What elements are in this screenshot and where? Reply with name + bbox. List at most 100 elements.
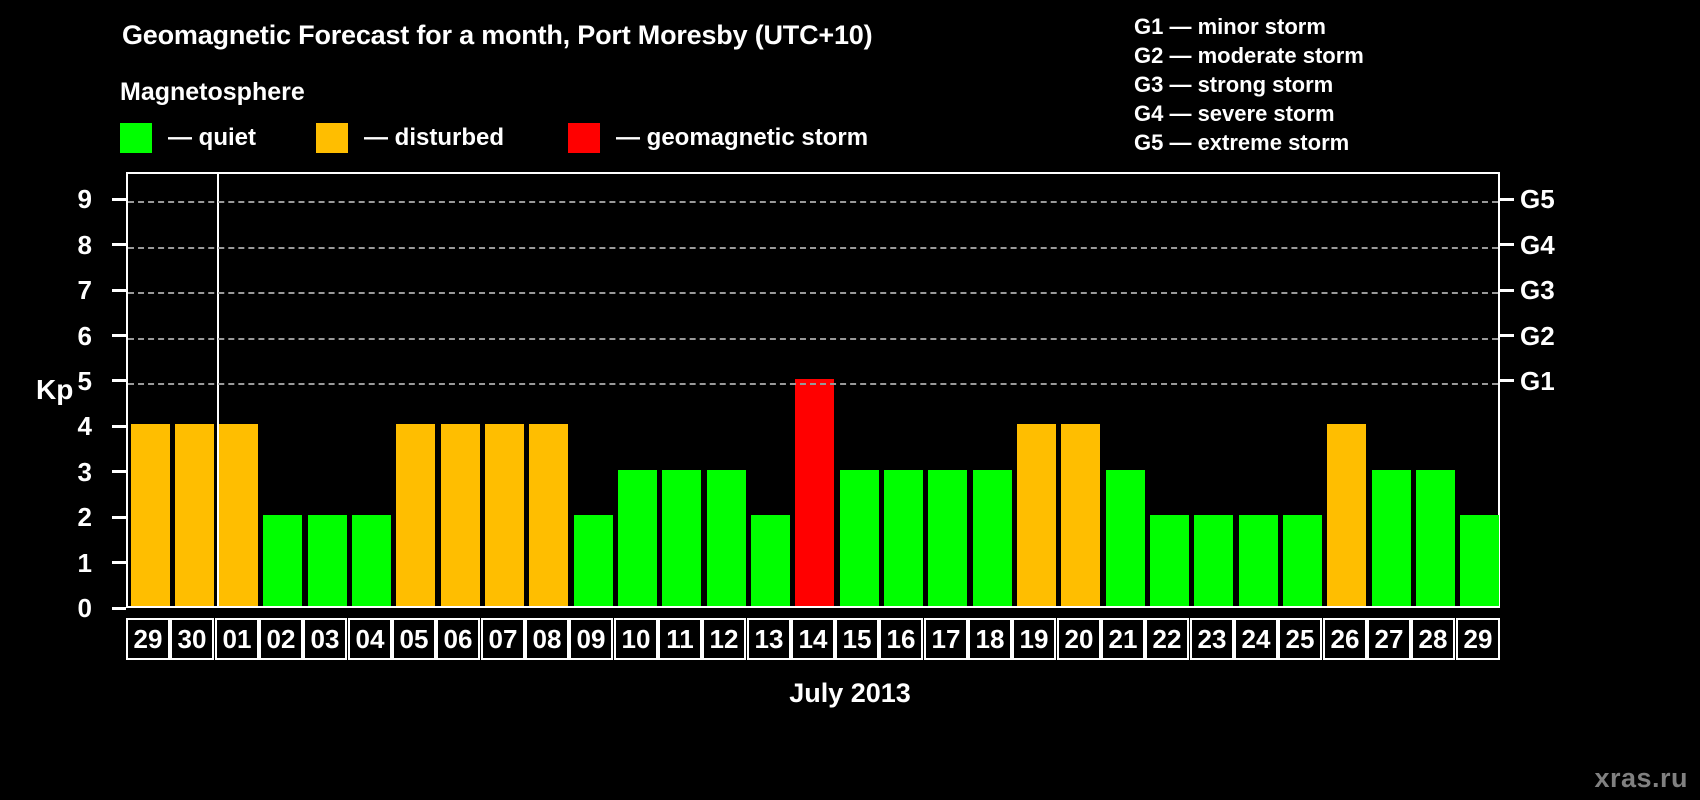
date-label-21: 20: [1057, 618, 1101, 660]
y-tick-label-0: 0: [77, 593, 92, 623]
legend-label-disturbed: — disturbed: [364, 124, 505, 151]
gridline-kp-8: [128, 246, 1498, 249]
storm-scale-row-g1: G1 — minor storm: [1134, 14, 1326, 39]
bar: [1283, 515, 1322, 606]
legend-item-disturbed: — disturbed: [316, 122, 504, 154]
g-tick-mark-g4: [1500, 243, 1514, 247]
y-tick-label-4: 4: [77, 411, 92, 442]
date-label-0: 29: [126, 618, 170, 660]
bar: [751, 515, 790, 606]
watermark: xras.ru: [1594, 763, 1688, 793]
bar: [485, 424, 524, 606]
y-tick-mark-6: [112, 334, 126, 337]
bar: [1239, 515, 1278, 606]
date-label-14: 13: [747, 618, 791, 660]
storm-scale-legend: G1 — minor storm G2 — moderate storm G3 — …: [1134, 12, 1364, 157]
date-label-20: 19: [1012, 618, 1056, 660]
bar: [1416, 469, 1455, 606]
bar: [175, 424, 214, 606]
month-divider-line: [217, 174, 219, 606]
legend-item-storm: — geomagnetic storm: [568, 122, 868, 154]
bar: [308, 515, 347, 606]
date-label-3: 02: [259, 618, 303, 660]
bar: [441, 424, 480, 606]
page-title: Geomagnetic Forecast for a month, Port M…: [122, 20, 873, 50]
bar: [219, 424, 258, 606]
storm-scale-row-g3: G3 — strong storm: [1134, 72, 1334, 97]
date-label-18: 17: [924, 618, 968, 660]
date-label-2: 01: [215, 618, 259, 660]
g-tick-label-g1: G1: [1520, 365, 1555, 396]
date-label-1: 30: [170, 618, 214, 660]
date-label-11: 10: [614, 618, 658, 660]
y-tick-label-2: 2: [77, 502, 92, 533]
date-label-30: 29: [1456, 618, 1500, 660]
y-tick-mark-4: [112, 424, 126, 428]
y-tick-mark-7: [112, 288, 126, 292]
plot-area: [126, 172, 1500, 608]
date-label-28: 27: [1367, 618, 1411, 660]
bar: [396, 424, 435, 606]
legend-label-quiet: — quiet: [168, 124, 256, 151]
bar: [1150, 515, 1189, 606]
y-tick-label-3: 3: [77, 456, 92, 487]
date-label-6: 05: [392, 618, 436, 660]
storm-scale-row-g4: G4 — severe storm: [1134, 101, 1335, 126]
y-tick-label-5: 5: [77, 365, 92, 396]
bar: [973, 469, 1012, 606]
date-label-7: 06: [436, 618, 480, 660]
bar: [574, 515, 613, 606]
g-tick-mark-g1: [1500, 379, 1514, 383]
storm-scale-row-g5: G5 — extreme storm: [1134, 130, 1350, 155]
legend-swatch-storm: [568, 123, 600, 153]
bar: [707, 469, 746, 606]
y-tick-label-7: 7: [77, 275, 92, 306]
bar: [1327, 424, 1366, 606]
gridline-kp-7: [128, 292, 1498, 295]
gridline-kp-6: [128, 337, 1498, 340]
x-axis-date-labels: 29 30 01 02 03 04 05 06 07 08 09 10 11 12 13 14 15 16 17 18…: [126, 618, 1500, 660]
y-tick-label-6: 6: [77, 320, 92, 351]
y-tick-label-9: 9: [77, 184, 92, 215]
date-label-26: 25: [1278, 618, 1322, 660]
date-label-15: 14: [791, 618, 835, 660]
bar: [928, 469, 967, 606]
date-label-22: 21: [1101, 618, 1145, 660]
y-tick-label-8: 8: [77, 229, 92, 260]
y-tick-label-1: 1: [77, 547, 92, 578]
legend-swatch-disturbed: [316, 123, 348, 153]
g-tick-mark-g3: [1500, 288, 1514, 292]
g-tick-label-g5: G5: [1520, 184, 1555, 215]
date-label-5: 04: [348, 618, 392, 660]
bars-layer: [128, 174, 1499, 606]
date-label-16: 15: [835, 618, 879, 660]
storm-scale-row-g2: G2 — moderate storm: [1134, 43, 1364, 68]
date-label-19: 18: [968, 618, 1012, 660]
bar: [1017, 424, 1056, 606]
y-axis-title: Kp: [36, 374, 74, 405]
gridline-kp-5: [128, 382, 1498, 385]
y-tick-mark-1: [112, 561, 126, 565]
bar: [131, 424, 170, 606]
date-label-8: 07: [481, 618, 525, 660]
bar: [352, 515, 391, 606]
legend-swatch-quiet: [120, 123, 152, 153]
bar: [1194, 515, 1233, 606]
x-axis-title: July 2013: [789, 678, 911, 708]
bar: [1372, 469, 1411, 606]
date-label-12: 11: [658, 618, 702, 660]
y-tick-mark-3: [112, 470, 126, 474]
legend-item-quiet: — quiet: [120, 122, 256, 154]
date-label-29: 28: [1411, 618, 1455, 660]
g-tick-label-g3: G3: [1520, 275, 1555, 306]
bar: [618, 469, 657, 606]
bar: [1106, 469, 1145, 606]
y-tick-mark-5: [112, 379, 126, 383]
bar: [1061, 424, 1100, 606]
date-label-17: 16: [879, 618, 923, 660]
bar: [795, 378, 834, 606]
bar: [662, 469, 701, 606]
g-tick-mark-g5: [1500, 197, 1514, 201]
gridline-kp-9: [128, 201, 1498, 204]
bar: [529, 424, 568, 606]
